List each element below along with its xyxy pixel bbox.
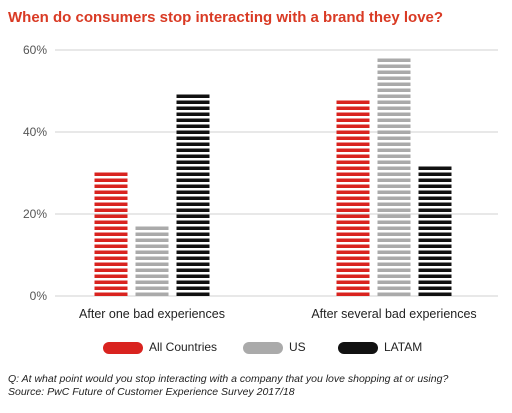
- bar: [94, 172, 128, 296]
- bar: [336, 100, 370, 296]
- footnote-source: Source: PwC Future of Customer Experienc…: [8, 385, 295, 398]
- footnote: Q: At what point would you stop interact…: [8, 373, 448, 398]
- legend-label-all-countries: All Countries: [149, 340, 218, 354]
- chart-title: When do consumers stop interacting with …: [8, 9, 444, 26]
- bar: [418, 166, 452, 296]
- bar: [377, 58, 411, 296]
- y-tick-label: 60%: [23, 43, 47, 57]
- y-tick-label: 40%: [23, 125, 47, 139]
- y-tick-label: 0%: [30, 289, 48, 303]
- legend-label-us: US: [289, 340, 306, 354]
- y-tick-label: 20%: [23, 207, 47, 221]
- bar-chart: 0% 20% 40% 60% After one bad experiences Afte…: [23, 43, 498, 321]
- bar: [135, 226, 169, 296]
- legend-swatch-all-countries: [103, 342, 143, 354]
- legend: All Countries US LATAM: [0, 338, 512, 358]
- x-category-label: After one bad experiences: [79, 307, 225, 321]
- legend-label-latam: LATAM: [384, 340, 423, 354]
- legend-swatch-latam: [338, 342, 378, 354]
- x-category-label: After several bad experiences: [311, 307, 476, 321]
- bar: [176, 94, 210, 296]
- footnote-question: Q: At what point would you stop interact…: [8, 373, 449, 385]
- legend-swatch-us: [243, 342, 283, 354]
